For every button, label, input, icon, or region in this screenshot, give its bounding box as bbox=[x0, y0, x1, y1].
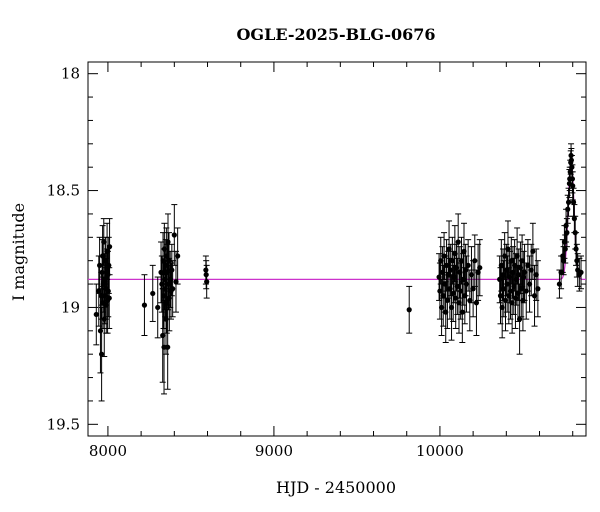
point-marker bbox=[175, 253, 181, 259]
point-marker bbox=[161, 344, 167, 350]
point-marker bbox=[573, 246, 579, 252]
point-marker bbox=[505, 246, 511, 252]
point-marker bbox=[571, 216, 577, 222]
point-marker bbox=[477, 265, 483, 271]
point-marker bbox=[565, 199, 572, 205]
point-marker bbox=[99, 351, 105, 357]
point-marker bbox=[521, 274, 527, 280]
data-point bbox=[154, 276, 161, 339]
x-tick-label: 8000 bbox=[89, 442, 127, 460]
data-point bbox=[569, 171, 576, 201]
point-marker bbox=[141, 302, 148, 308]
data-points-layer bbox=[93, 143, 585, 402]
point-marker bbox=[565, 206, 571, 212]
point-marker bbox=[562, 246, 568, 252]
data-point bbox=[471, 234, 478, 287]
point-marker bbox=[97, 328, 104, 334]
x-axis-label: HJD - 2450000 bbox=[276, 478, 396, 497]
point-marker bbox=[570, 183, 576, 189]
data-point bbox=[98, 306, 105, 402]
y-tick-label: 18 bbox=[61, 65, 80, 83]
point-marker bbox=[106, 262, 112, 268]
point-marker bbox=[535, 286, 541, 292]
plot-frame bbox=[87, 61, 587, 437]
point-marker bbox=[472, 258, 478, 264]
point-marker bbox=[470, 286, 476, 292]
data-point bbox=[171, 204, 178, 266]
point-marker bbox=[150, 290, 156, 297]
point-marker bbox=[97, 262, 103, 268]
point-marker bbox=[564, 230, 570, 236]
data-point bbox=[571, 204, 578, 234]
point-marker bbox=[170, 286, 176, 292]
point-marker bbox=[106, 295, 112, 301]
point-marker bbox=[517, 316, 523, 322]
chart-title: OGLE-2025-BLG-0676 bbox=[236, 25, 435, 44]
data-point bbox=[476, 239, 483, 297]
point-marker bbox=[204, 279, 210, 285]
data-point bbox=[406, 285, 413, 334]
point-marker bbox=[155, 304, 161, 311]
data-point bbox=[203, 264, 210, 299]
y-tick-label: 18.5 bbox=[47, 182, 80, 200]
point-marker bbox=[574, 258, 580, 264]
point-marker bbox=[165, 239, 171, 245]
point-marker bbox=[106, 244, 113, 250]
tick-labels-layer: 8000 9000 10000 18 18.5 19 19.5 bbox=[47, 65, 464, 460]
data-point bbox=[141, 274, 148, 336]
x-tick-label: 9000 bbox=[255, 442, 293, 460]
point-marker bbox=[93, 311, 99, 318]
point-marker bbox=[465, 262, 471, 268]
data-point bbox=[158, 241, 165, 304]
point-marker bbox=[165, 344, 171, 350]
point-marker bbox=[512, 295, 519, 301]
point-marker bbox=[570, 199, 577, 205]
point-marker bbox=[473, 300, 480, 306]
point-marker bbox=[171, 232, 177, 238]
data-point bbox=[565, 187, 572, 217]
point-marker bbox=[450, 290, 456, 297]
data-point bbox=[149, 264, 156, 322]
y-axis-label: I magnitude bbox=[9, 203, 28, 301]
point-marker bbox=[578, 269, 584, 275]
point-marker bbox=[563, 223, 569, 229]
axes-frame bbox=[87, 61, 587, 437]
data-point bbox=[578, 255, 585, 290]
point-marker bbox=[406, 307, 412, 313]
point-marker bbox=[455, 239, 461, 245]
point-marker bbox=[444, 297, 450, 304]
point-marker bbox=[459, 309, 465, 315]
point-marker bbox=[530, 248, 536, 254]
data-point bbox=[161, 299, 168, 395]
data-point bbox=[534, 260, 541, 318]
x-tick-label: 10000 bbox=[416, 442, 464, 460]
y-tick-label: 19.5 bbox=[47, 415, 80, 433]
data-point bbox=[169, 260, 176, 318]
y-tick-label: 19 bbox=[61, 298, 80, 316]
data-point bbox=[106, 218, 113, 276]
point-marker bbox=[169, 267, 175, 273]
data-point bbox=[174, 227, 181, 285]
